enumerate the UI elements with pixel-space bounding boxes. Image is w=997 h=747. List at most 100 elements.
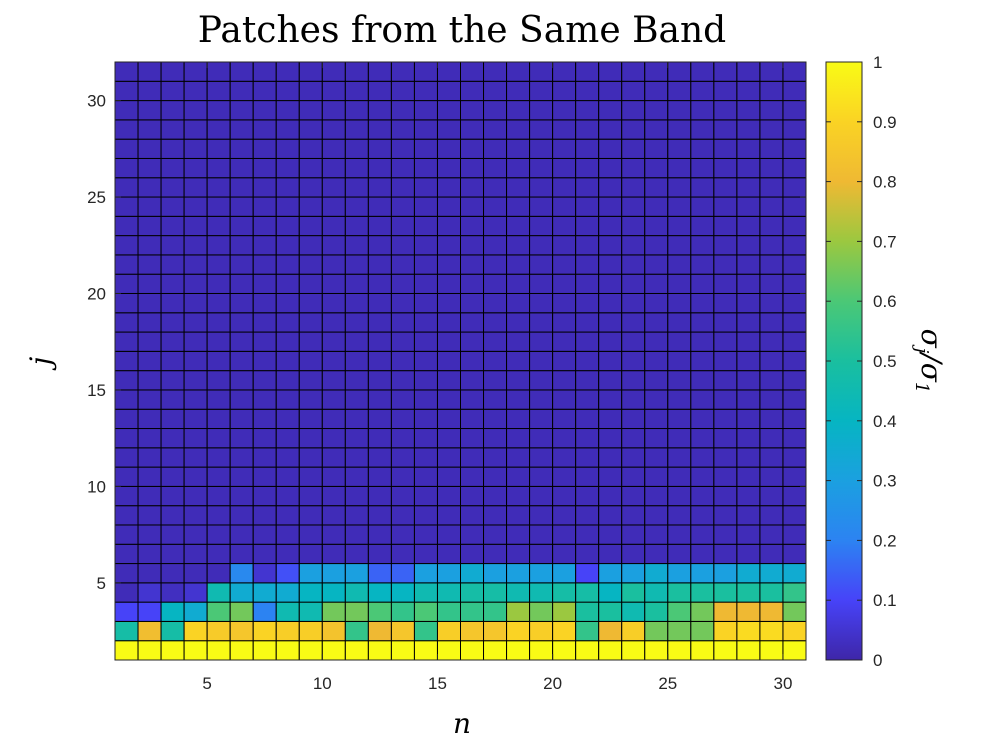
heatmap-cell [367,447,392,468]
heatmap-cell [160,640,185,661]
x-tick-label: 15 [428,674,447,693]
heatmap-cell [390,640,415,661]
heatmap-cell [460,80,485,102]
plot-frame [114,61,807,661]
y-axis-ticks: 5 10 15 20 25 30 [87,92,806,593]
heatmap-cell [229,466,254,487]
heatmap-cell [621,620,646,642]
heatmap-cell [229,331,254,352]
heatmap-cell [621,447,646,468]
heatmap-cell [782,485,807,507]
heatmap-cell [183,350,208,372]
heatmap-cell [275,640,300,661]
heatmap-cell [160,177,185,198]
heatmap-cell [460,215,485,237]
heatmap-cell [552,100,577,121]
heatmap-cell [552,524,577,545]
heatmap-cell [575,370,600,391]
x-tick-label: 25 [658,674,677,693]
heatmap-cell [736,138,761,159]
heatmap-cell [483,80,508,102]
y-tick-label: 5 [97,574,106,593]
heatmap-cell [552,119,577,140]
heatmap-cell [367,428,392,449]
heatmap-cell [229,215,254,237]
heatmap-cell [575,620,600,642]
heatmap-cell [575,138,600,159]
heatmap-cell [252,543,277,565]
colorbar-tick-label: 0 [873,651,882,670]
heatmap-cell [390,80,415,102]
heatmap-cell [160,543,185,565]
heatmap-cell [367,273,392,294]
heatmap-cell [252,370,277,391]
heatmap-cell [713,312,738,333]
heatmap-cell [667,331,692,352]
heatmap-cell [114,389,139,410]
heatmap-cell [529,215,554,237]
heatmap-cell [759,177,784,198]
heatmap-cell [436,157,462,179]
heatmap-cell [114,177,139,198]
heatmap-cell [137,447,162,468]
heatmap-cell [736,350,761,372]
heatmap-cell [713,119,738,140]
heatmap-cell [321,582,346,603]
heatmap-cell [229,563,254,584]
y-tick-label: 30 [87,92,106,111]
heatmap-cell [413,524,438,545]
heatmap-cell [183,61,208,82]
heatmap-cell [621,331,646,352]
heatmap-cell [367,331,392,352]
heatmap-cell [736,640,761,661]
heatmap-cell [344,370,369,391]
heatmap-cell [413,389,438,410]
heatmap-cell [713,485,738,507]
heatmap-cell [506,466,531,487]
heatmap-cell [690,273,715,294]
heatmap-cell [621,292,646,314]
heatmap-cell [736,119,761,140]
heatmap-cell [736,331,761,352]
heatmap-cell [552,235,577,256]
heatmap-cell [782,273,807,294]
heatmap-cell [575,119,600,140]
heatmap-cell [229,389,254,410]
heatmap-cell [759,80,784,102]
heatmap-cell [252,292,277,314]
heatmap-cell [529,370,554,391]
heatmap-cell [321,640,346,661]
heatmap-cell [713,61,738,82]
heatmap-cell [229,157,254,179]
heatmap-cell [690,485,715,507]
heatmap-cell [736,505,761,526]
heatmap-cell [782,138,807,159]
heatmap-cell [298,254,323,275]
heatmap-cell [460,350,485,372]
heatmap-cell [460,543,485,565]
heatmap-cell [529,408,554,430]
heatmap-cell [137,292,162,314]
heatmap-cell [621,505,646,526]
heatmap-cell [483,620,508,642]
heatmap-cell [621,235,646,256]
heatmap-cell [483,292,508,314]
heatmap-cell [667,582,692,603]
heatmap-cell [736,524,761,545]
heatmap-cell [460,408,485,430]
heatmap-cell [736,157,761,179]
heatmap-cell [275,177,300,198]
heatmap-cell [298,312,323,333]
heatmap-cell [436,582,462,603]
heatmap-cell [344,215,369,237]
heatmap-cell [782,563,807,584]
heatmap-cell [298,447,323,468]
heatmap-cell [344,543,369,565]
heatmap-cell [713,543,738,565]
heatmap-cell [206,292,231,314]
heatmap-cell [206,620,231,642]
heatmap-cell [206,447,231,468]
heatmap-cell [367,235,392,256]
heatmap-cell [644,292,669,314]
heatmap-cell [321,292,346,314]
